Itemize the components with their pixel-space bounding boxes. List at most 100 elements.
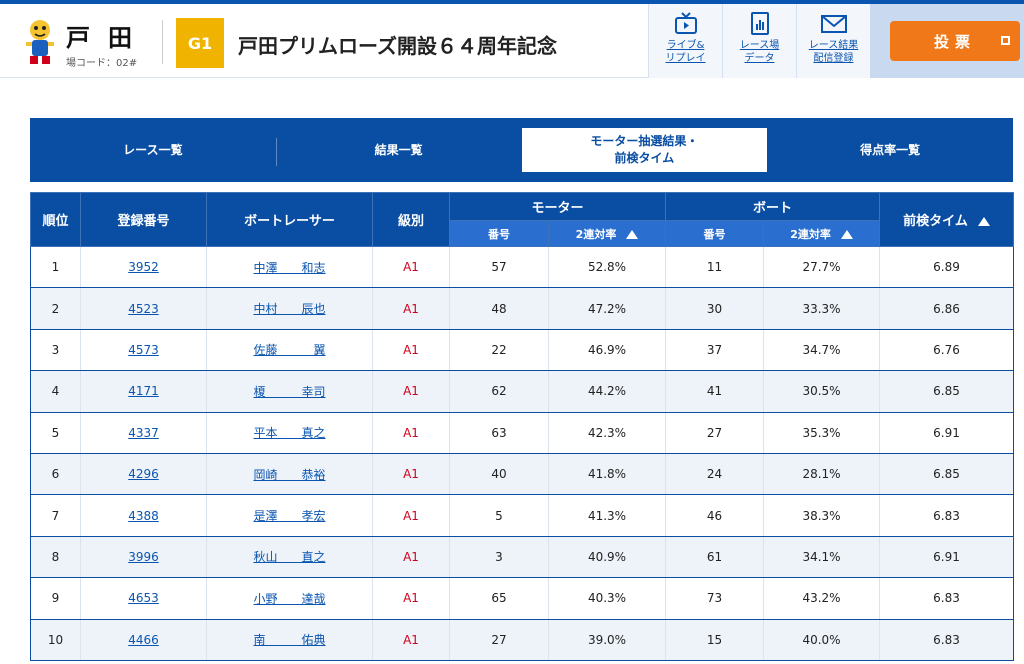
reg-no-link[interactable]: 4388 — [128, 508, 159, 523]
rank-cell: 5 — [30, 412, 81, 454]
boat-rate-cell: 43.2% — [763, 577, 880, 620]
racer-cell: 小野 達哉 — [206, 577, 373, 620]
motor-rate-cell: 52.8% — [547, 246, 666, 289]
tab-score-rate[interactable]: 得点率一覧 — [860, 142, 921, 157]
racer-cell: 榎 幸司 — [206, 370, 373, 413]
col-motor-no: 番号 — [449, 220, 549, 247]
boat-no-cell: 46 — [665, 494, 764, 537]
racer-link[interactable]: 榎 幸司 — [253, 384, 326, 399]
racer-link[interactable]: 是澤 孝宏 — [253, 509, 326, 524]
boat-rate-cell: 38.3% — [763, 494, 880, 537]
reg-no-cell: 4573 — [80, 329, 207, 372]
class-cell: A1 — [372, 329, 450, 372]
reg-no-link[interactable]: 4653 — [128, 591, 159, 606]
boat-no-cell: 24 — [665, 453, 764, 496]
class-cell: A1 — [372, 246, 450, 289]
col-pre-time[interactable]: 前検タイム — [879, 192, 1015, 247]
pre-time-cell: 6.83 — [879, 577, 1015, 620]
racer-link[interactable]: 佐藤 翼 — [253, 343, 326, 358]
boat-rate-cell: 34.7% — [763, 329, 880, 372]
tab-results[interactable]: 結果一覧 — [275, 118, 522, 182]
vote-label: 投票 — [933, 32, 976, 51]
tv-icon — [674, 12, 697, 34]
racer-cell: 中村 辰也 — [206, 287, 373, 330]
table-row: 3 4573 佐藤 翼 A1 22 46.9% 37 34.7% 6.76 — [30, 329, 1015, 372]
pre-time-cell: 6.85 — [879, 453, 1015, 496]
top-accent-bar — [0, 0, 1024, 4]
racer-link[interactable]: 南 佑典 — [253, 633, 326, 648]
col-motor-rate[interactable]: 2連対率 — [547, 220, 667, 247]
table-row: 5 4337 平本 真之 A1 63 42.3% 27 35.3% 6.91 — [30, 412, 1015, 454]
class-cell: A1 — [372, 370, 450, 413]
racer-cell: 是澤 孝宏 — [206, 494, 373, 537]
sort-asc-icon — [977, 217, 990, 226]
racer-link[interactable]: 秋山 直之 — [253, 550, 326, 565]
racer-link[interactable]: 中村 辰也 — [253, 302, 326, 317]
reg-no-cell: 3996 — [80, 536, 207, 579]
motor-no-cell: 5 — [449, 494, 549, 537]
tab-race-list[interactable]: レース一覧 — [123, 142, 183, 157]
vote-button[interactable]: 投票 — [890, 21, 1020, 61]
class-cell: A1 — [372, 453, 450, 496]
boat-no-cell: 37 — [665, 329, 764, 372]
reg-no-link[interactable]: 4466 — [128, 632, 159, 647]
nav-result-mail[interactable]: レース結果 配信登録 — [796, 4, 870, 78]
boat-rate-cell: 30.5% — [763, 370, 880, 413]
site-header: 戸田 場コード：02# G1 戸田プリムローズ開設６４周年記念 ライブ& リプレ… — [0, 4, 1024, 78]
col-racer: ボートレーサー — [206, 192, 373, 247]
class-cell: A1 — [372, 619, 450, 661]
pre-time-cell: 6.76 — [879, 329, 1015, 372]
motor-rate-cell: 40.3% — [547, 577, 666, 620]
venue-code: 場コード：02# — [66, 58, 138, 69]
boat-no-cell: 27 — [665, 412, 764, 454]
boat-rate-cell: 40.0% — [763, 619, 880, 661]
motor-no-cell: 3 — [449, 536, 549, 579]
motor-no-cell: 27 — [449, 619, 549, 661]
racer-link[interactable]: 岡崎 恭裕 — [253, 467, 326, 482]
reg-no-cell: 4296 — [80, 453, 207, 496]
reg-no-link[interactable]: 4171 — [128, 384, 159, 399]
motor-no-cell: 40 — [449, 453, 549, 496]
nav-venue-data[interactable]: レース場 データ — [722, 4, 796, 78]
boat-rate-cell: 27.7% — [763, 246, 880, 289]
reg-no-cell: 4388 — [80, 494, 207, 537]
reg-no-link[interactable]: 3996 — [128, 549, 159, 564]
mascot-logo-icon[interactable] — [20, 16, 60, 68]
col-pre-time-label: 前検タイム — [903, 214, 968, 229]
racer-link[interactable]: 小野 達哉 — [253, 591, 326, 606]
motor-rate-cell: 39.0% — [547, 619, 666, 661]
pre-time-cell: 6.89 — [879, 246, 1015, 289]
table-row: 1 3952 中澤 和志 A1 57 52.8% 11 27.7% 6.89 — [30, 246, 1015, 289]
nav-live-replay[interactable]: ライブ& リプレイ — [648, 4, 722, 78]
reg-no-cell: 4523 — [80, 287, 207, 330]
class-cell: A1 — [372, 536, 450, 579]
reg-no-link[interactable]: 4296 — [128, 467, 159, 482]
reg-no-link[interactable]: 4337 — [128, 425, 159, 440]
reg-no-link[interactable]: 3952 — [128, 260, 159, 275]
reg-no-cell: 3952 — [80, 246, 207, 289]
col-boat: ボート — [665, 192, 881, 221]
reg-no-link[interactable]: 4523 — [128, 301, 159, 316]
rank-cell: 6 — [30, 453, 81, 496]
venue-name: 戸田 — [66, 24, 150, 52]
motor-rate-cell: 41.8% — [547, 453, 666, 496]
pre-time-cell: 6.86 — [879, 287, 1015, 330]
racer-link[interactable]: 平本 真之 — [253, 426, 326, 441]
reg-no-link[interactable]: 4573 — [128, 342, 159, 357]
pre-time-cell: 6.91 — [879, 536, 1015, 579]
table-row: 10 4466 南 佑典 A1 27 39.0% 15 40.0% 6.83 — [30, 619, 1015, 661]
racer-link[interactable]: 中澤 和志 — [253, 260, 326, 275]
nav-result-mail-label: レース結果 配信登録 — [808, 40, 859, 64]
divider — [162, 20, 163, 64]
col-boat-rate[interactable]: 2連対率 — [763, 220, 881, 247]
rank-cell: 7 — [30, 494, 81, 537]
motor-rate-cell: 40.9% — [547, 536, 666, 579]
col-motor-rate-label: 2連対率 — [575, 227, 617, 241]
racer-cell: 秋山 直之 — [206, 536, 373, 579]
sort-asc-icon — [626, 230, 639, 239]
tab-motor-draw[interactable]: モーター抽選結果・ 前検タイム — [521, 128, 768, 172]
vote-area: 投票 — [870, 4, 1024, 78]
rank-cell: 3 — [30, 329, 81, 372]
grade-badge: G1 — [176, 18, 224, 68]
table-row: 2 4523 中村 辰也 A1 48 47.2% 30 33.3% 6.86 — [30, 287, 1015, 330]
